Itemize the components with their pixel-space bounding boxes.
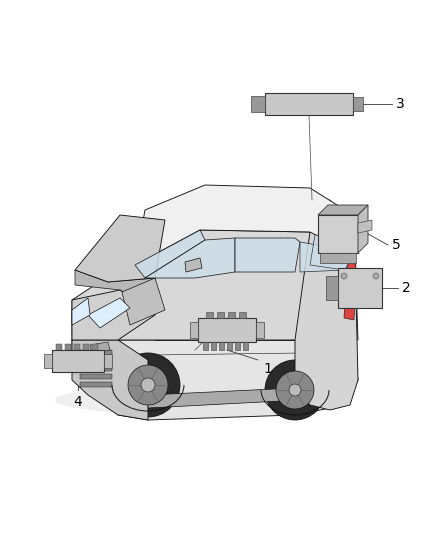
Polygon shape bbox=[203, 342, 208, 350]
Polygon shape bbox=[104, 354, 112, 368]
Polygon shape bbox=[135, 230, 205, 278]
Polygon shape bbox=[80, 366, 112, 371]
Polygon shape bbox=[75, 270, 155, 315]
Polygon shape bbox=[300, 242, 350, 272]
Polygon shape bbox=[219, 342, 224, 350]
Polygon shape bbox=[72, 340, 148, 420]
Polygon shape bbox=[65, 344, 71, 350]
Polygon shape bbox=[90, 342, 110, 353]
Polygon shape bbox=[72, 340, 358, 420]
Polygon shape bbox=[338, 268, 382, 308]
Polygon shape bbox=[318, 205, 368, 215]
Polygon shape bbox=[80, 374, 112, 379]
Polygon shape bbox=[344, 295, 355, 320]
Polygon shape bbox=[72, 290, 155, 340]
Polygon shape bbox=[56, 344, 62, 350]
Polygon shape bbox=[256, 322, 264, 338]
Circle shape bbox=[116, 353, 180, 417]
Polygon shape bbox=[52, 350, 104, 372]
Polygon shape bbox=[358, 205, 368, 253]
Polygon shape bbox=[211, 342, 216, 350]
Polygon shape bbox=[320, 253, 356, 263]
Circle shape bbox=[341, 273, 347, 279]
Polygon shape bbox=[326, 276, 338, 300]
Polygon shape bbox=[206, 312, 213, 318]
Polygon shape bbox=[235, 238, 300, 272]
Polygon shape bbox=[185, 258, 202, 272]
Polygon shape bbox=[347, 260, 356, 295]
Polygon shape bbox=[243, 342, 248, 350]
Polygon shape bbox=[72, 298, 90, 325]
Circle shape bbox=[265, 360, 325, 420]
Polygon shape bbox=[44, 354, 52, 368]
Text: 2: 2 bbox=[402, 281, 411, 295]
Polygon shape bbox=[122, 278, 165, 325]
Polygon shape bbox=[353, 97, 363, 111]
Polygon shape bbox=[228, 312, 235, 318]
Polygon shape bbox=[80, 350, 112, 355]
Polygon shape bbox=[295, 210, 358, 410]
Polygon shape bbox=[217, 312, 224, 318]
Polygon shape bbox=[265, 93, 353, 115]
Polygon shape bbox=[92, 344, 98, 350]
Polygon shape bbox=[358, 220, 372, 233]
Circle shape bbox=[141, 378, 155, 392]
Polygon shape bbox=[239, 312, 246, 318]
Polygon shape bbox=[74, 344, 80, 350]
Polygon shape bbox=[190, 322, 198, 338]
Polygon shape bbox=[227, 342, 232, 350]
Polygon shape bbox=[83, 344, 89, 350]
Polygon shape bbox=[235, 342, 240, 350]
Ellipse shape bbox=[55, 385, 335, 415]
Polygon shape bbox=[75, 215, 165, 282]
Circle shape bbox=[276, 371, 314, 409]
Polygon shape bbox=[198, 318, 256, 342]
Polygon shape bbox=[80, 358, 112, 363]
Polygon shape bbox=[148, 388, 300, 408]
Text: 3: 3 bbox=[396, 97, 405, 111]
Polygon shape bbox=[80, 382, 112, 387]
Polygon shape bbox=[72, 230, 358, 340]
Text: 5: 5 bbox=[392, 238, 401, 252]
Polygon shape bbox=[88, 298, 130, 328]
Circle shape bbox=[128, 365, 168, 405]
Polygon shape bbox=[145, 238, 235, 278]
Polygon shape bbox=[251, 96, 265, 112]
Circle shape bbox=[289, 384, 301, 396]
Polygon shape bbox=[135, 185, 355, 265]
Text: 1: 1 bbox=[263, 362, 272, 376]
Polygon shape bbox=[310, 235, 350, 270]
Polygon shape bbox=[318, 215, 358, 253]
Text: 4: 4 bbox=[74, 395, 82, 409]
Circle shape bbox=[373, 273, 379, 279]
